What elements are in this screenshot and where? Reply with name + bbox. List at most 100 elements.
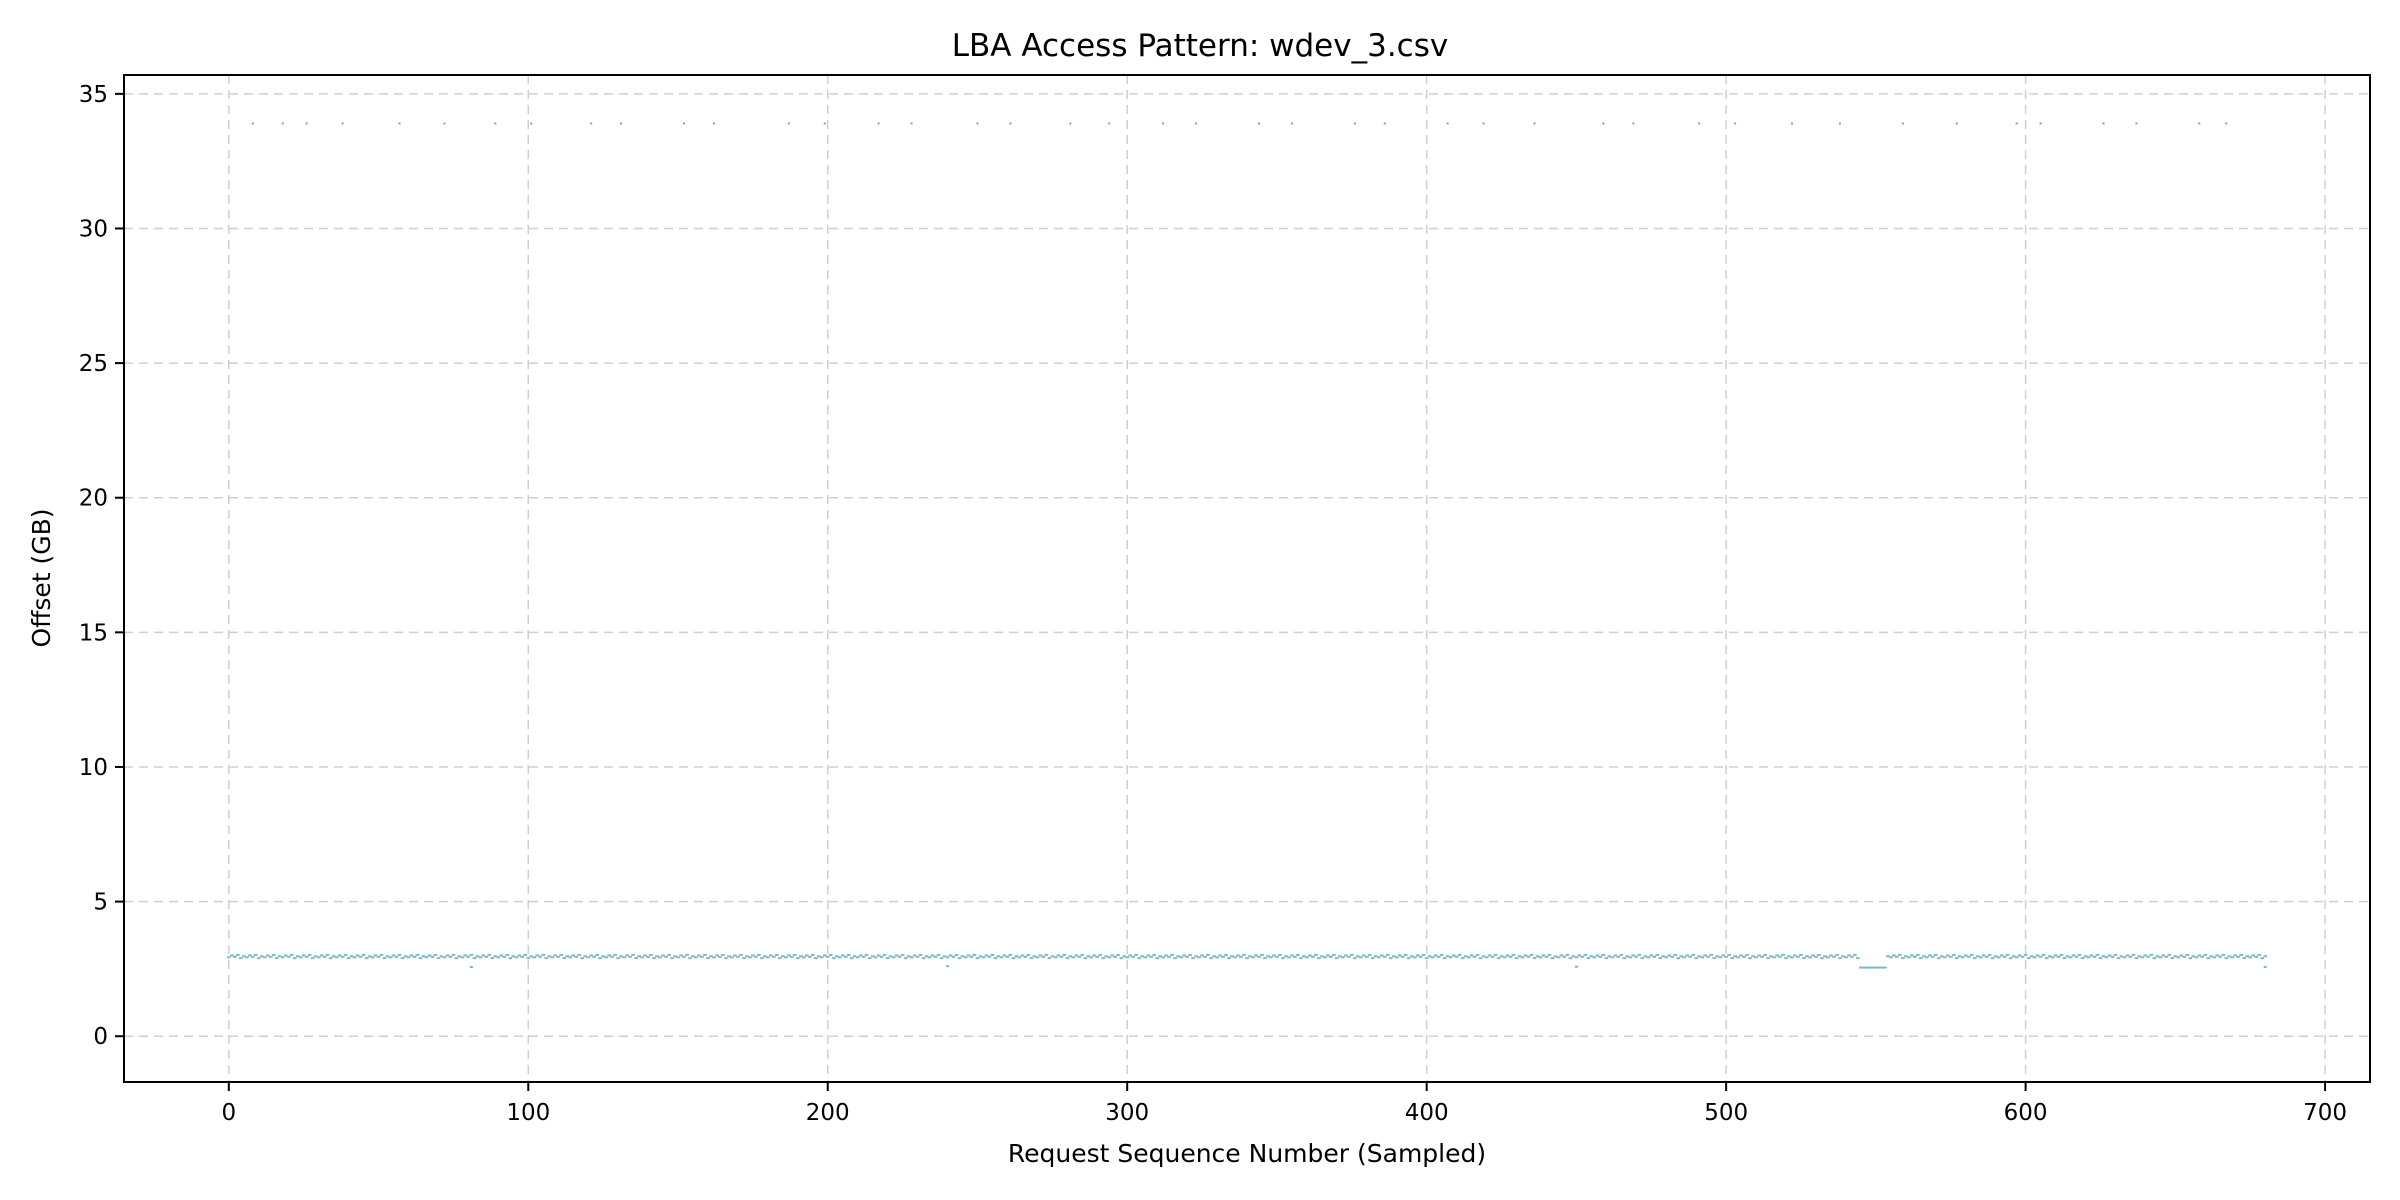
data-point xyxy=(1616,955,1621,958)
data-point xyxy=(355,954,360,957)
data-point xyxy=(1290,954,1294,957)
data-point xyxy=(918,953,923,956)
data-point xyxy=(2071,954,2076,957)
data-point xyxy=(364,957,369,960)
data-point xyxy=(1550,957,1555,960)
data-point xyxy=(2185,953,2190,956)
data-point xyxy=(1323,956,1327,959)
data-point xyxy=(382,957,387,960)
data-point xyxy=(394,955,399,958)
data-point xyxy=(2191,955,2196,958)
data-point xyxy=(867,957,872,960)
data-point xyxy=(1868,966,1872,969)
data-point xyxy=(2245,955,2250,958)
data-point xyxy=(798,955,803,958)
data-point xyxy=(1197,956,1201,959)
data-point xyxy=(1290,122,1293,125)
data-point xyxy=(1167,955,1171,958)
data-point xyxy=(670,957,674,960)
data-point xyxy=(2176,956,2181,959)
data-point xyxy=(427,954,432,957)
data-point xyxy=(233,955,237,958)
data-point xyxy=(2056,955,2061,958)
data-point xyxy=(2134,957,2139,960)
data-point xyxy=(1104,955,1109,958)
data-point xyxy=(1026,953,1031,956)
data-point xyxy=(1862,966,1866,969)
data-point xyxy=(340,955,345,958)
data-point xyxy=(2254,955,2259,958)
data-point xyxy=(2137,955,2142,958)
data-point xyxy=(933,955,938,958)
data-point xyxy=(1068,955,1073,958)
data-point xyxy=(2128,955,2133,958)
data-point xyxy=(1275,955,1279,958)
data-point xyxy=(241,955,246,958)
data-point xyxy=(391,954,396,957)
data-point xyxy=(1613,954,1618,957)
data-point xyxy=(1242,953,1246,956)
data-point xyxy=(939,957,944,960)
data-point xyxy=(247,954,252,957)
data-point xyxy=(2092,955,2097,958)
data-point xyxy=(1820,957,1824,960)
data-point xyxy=(1195,122,1198,125)
data-point xyxy=(2068,956,2073,959)
data-point xyxy=(1535,955,1540,958)
data-point xyxy=(1703,954,1707,957)
data-point xyxy=(1284,955,1288,958)
data-point xyxy=(379,953,384,956)
data-point xyxy=(936,953,941,956)
data-point xyxy=(298,956,303,959)
data-point xyxy=(1993,955,1998,958)
x-axis-label: Request Sequence Number (Sampled) xyxy=(1008,1139,1486,1168)
data-point xyxy=(1080,953,1085,956)
x-tick-label: 700 xyxy=(2303,1100,2347,1126)
data-point xyxy=(244,956,249,959)
data-point xyxy=(2164,955,2169,958)
data-point xyxy=(281,122,284,125)
data-point xyxy=(849,957,854,960)
data-point xyxy=(906,955,911,958)
data-point xyxy=(1565,953,1570,956)
data-point xyxy=(976,122,979,125)
data-point xyxy=(858,954,863,957)
data-point xyxy=(1209,957,1213,960)
data-point xyxy=(1439,953,1444,956)
data-point xyxy=(891,956,896,959)
data-point xyxy=(2005,953,2010,956)
data-point xyxy=(1694,957,1698,960)
data-point xyxy=(2023,953,2028,956)
data-point xyxy=(1293,955,1297,958)
y-tick-label: 10 xyxy=(79,755,108,781)
data-point xyxy=(484,955,489,958)
data-point xyxy=(358,955,363,958)
data-point xyxy=(1162,122,1165,125)
data-point xyxy=(511,955,516,958)
data-point xyxy=(475,955,480,958)
data-point xyxy=(879,955,884,958)
data-point xyxy=(1602,122,1605,125)
data-point xyxy=(1245,957,1249,960)
data-point xyxy=(1388,957,1393,960)
data-point xyxy=(265,954,270,957)
data-point xyxy=(1047,957,1052,960)
data-point xyxy=(1727,953,1731,956)
data-point xyxy=(1119,957,1124,960)
data-point xyxy=(1287,956,1291,959)
data-point xyxy=(1065,957,1070,960)
data-point xyxy=(583,955,587,958)
data-point xyxy=(1984,955,1989,958)
x-tick-label: 600 xyxy=(2004,1100,2048,1126)
data-point xyxy=(1742,955,1746,958)
data-point xyxy=(870,955,875,958)
data-point xyxy=(930,954,935,957)
data-point xyxy=(2140,956,2145,959)
data-point xyxy=(412,955,417,958)
data-point xyxy=(328,957,333,960)
data-point xyxy=(2225,122,2228,125)
data-point xyxy=(1143,956,1147,959)
data-point xyxy=(439,955,444,958)
data-point xyxy=(1619,953,1624,956)
data-point xyxy=(1655,953,1660,956)
